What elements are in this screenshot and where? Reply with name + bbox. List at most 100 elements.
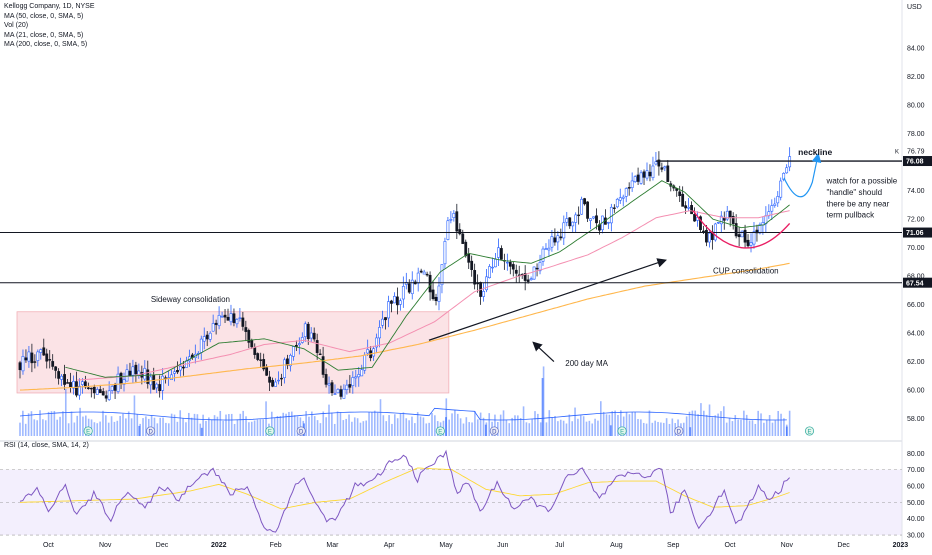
candle-body	[182, 366, 185, 369]
candle-body	[612, 207, 616, 209]
candle-body	[199, 338, 203, 353]
ma200-line	[19, 262, 790, 391]
candle-body	[289, 355, 292, 367]
volume-bar	[99, 421, 101, 436]
volume-bar	[554, 415, 556, 436]
volume-bar	[551, 417, 553, 436]
candle-body	[179, 366, 182, 371]
candle-body	[104, 395, 108, 399]
candle-body	[128, 370, 132, 376]
volume-bar	[505, 419, 508, 436]
volume-bar	[142, 418, 144, 436]
volume-bar	[608, 414, 611, 436]
volume-bar	[333, 423, 336, 436]
volume-bar	[714, 415, 717, 436]
volume-bar	[305, 411, 307, 436]
event-marker-circle	[489, 426, 499, 436]
candle-body	[580, 198, 584, 215]
volume-bar	[671, 418, 674, 436]
k-marker: K	[895, 149, 899, 155]
volume-bar	[107, 422, 110, 436]
volume-bar	[248, 422, 250, 436]
event-marker-circle	[83, 426, 93, 436]
volume-bar	[230, 413, 233, 436]
volume-bar	[611, 411, 614, 436]
candle-body	[30, 352, 34, 364]
volume-bar	[451, 413, 453, 436]
rsi-line	[19, 449, 790, 533]
volume-bar	[110, 416, 113, 436]
level-67-badge: 67.54	[906, 280, 924, 287]
volume-bar	[331, 412, 333, 436]
volume-bar	[542, 366, 545, 436]
volume-bar	[193, 413, 196, 436]
candle-body	[211, 323, 215, 332]
volume-bar	[600, 401, 602, 436]
volume-bar	[685, 416, 688, 436]
volume-bar	[373, 410, 376, 436]
candle-body	[75, 381, 78, 396]
volume-bar	[285, 413, 287, 436]
candle-body	[725, 210, 729, 220]
volume-bar	[548, 410, 551, 436]
candle-body	[155, 383, 159, 389]
time-tick-label: Oct	[725, 542, 736, 549]
volume-bar	[537, 413, 539, 436]
volume-bar	[402, 412, 405, 436]
candle-body	[113, 384, 117, 391]
candle-body	[21, 356, 25, 372]
volume-bar	[382, 415, 385, 436]
candle-body	[205, 334, 209, 340]
candle-body	[351, 377, 355, 386]
volume-bar	[774, 420, 777, 436]
time-tick-label: Oct	[43, 542, 54, 549]
time-tick-label: Nov	[781, 542, 794, 549]
volume-bar	[136, 414, 139, 436]
volume-bar	[50, 411, 53, 436]
candle-body	[511, 264, 515, 270]
volume-bar	[250, 421, 253, 436]
candle-body	[645, 170, 649, 179]
candle-body	[651, 165, 655, 178]
legend-ma21: MA (21, close, 0, SMA, 5)	[4, 31, 84, 39]
volume-bar	[27, 413, 30, 436]
time-tick-label: Dec	[837, 542, 850, 549]
volume-bar	[379, 399, 382, 436]
price-tick-label: 70.00	[907, 245, 925, 252]
candle-body	[577, 214, 581, 217]
candle-body	[538, 262, 542, 272]
volume-bar	[291, 411, 293, 436]
volume-bar	[388, 415, 390, 436]
price-tick-label: 84.00	[907, 46, 925, 53]
volume-bar	[628, 414, 631, 436]
volume-bar	[405, 418, 408, 436]
volume-bar	[559, 419, 562, 436]
volume-bar	[425, 423, 428, 436]
volume-bar	[145, 416, 147, 436]
candle-body	[140, 372, 144, 378]
candle-body	[131, 366, 135, 376]
candle-body	[773, 203, 777, 206]
event-marker: E	[83, 426, 93, 436]
volume-bar	[408, 420, 410, 436]
time-tick-label: Jun	[497, 542, 508, 549]
event-marker: E	[265, 426, 275, 436]
candle-body	[752, 231, 756, 245]
price-tick-label: 68.00	[907, 274, 925, 281]
candle-body	[488, 266, 491, 279]
volume-bar	[740, 419, 742, 436]
candle-body	[69, 382, 72, 387]
time-tick-label: 2022	[211, 542, 227, 549]
volume-bar	[53, 410, 56, 436]
level-71-badge: 71.06	[906, 230, 924, 237]
volume-bar	[56, 419, 58, 436]
candle-body	[434, 296, 438, 302]
candle-body	[107, 390, 111, 400]
candle-body	[250, 340, 254, 348]
volume-bar	[708, 404, 711, 436]
volume-bar	[391, 423, 393, 436]
volume-bar	[651, 422, 654, 436]
volume-bar	[434, 415, 436, 436]
rsi-tick-label: 30.00	[907, 533, 925, 540]
candle-body	[523, 273, 527, 281]
